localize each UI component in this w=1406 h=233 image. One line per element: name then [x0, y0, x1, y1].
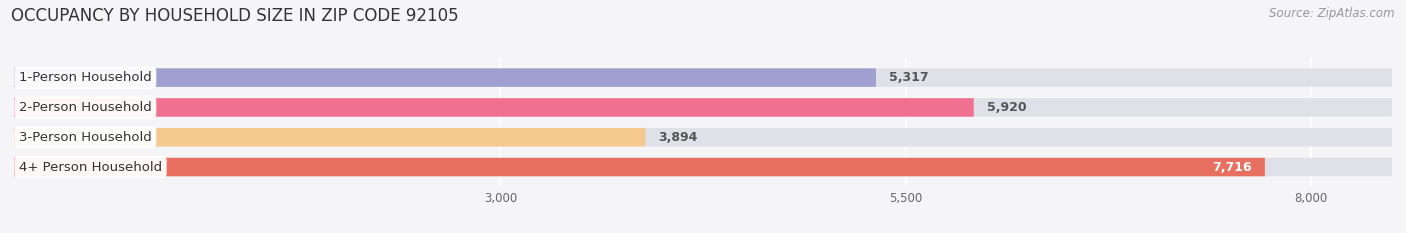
Text: 5,920: 5,920: [987, 101, 1026, 114]
Text: Source: ZipAtlas.com: Source: ZipAtlas.com: [1270, 7, 1395, 20]
FancyBboxPatch shape: [14, 68, 876, 87]
Text: 1-Person Household: 1-Person Household: [18, 71, 152, 84]
FancyBboxPatch shape: [14, 98, 974, 117]
Text: OCCUPANCY BY HOUSEHOLD SIZE IN ZIP CODE 92105: OCCUPANCY BY HOUSEHOLD SIZE IN ZIP CODE …: [11, 7, 458, 25]
Text: 3,894: 3,894: [658, 131, 697, 144]
FancyBboxPatch shape: [14, 158, 1392, 176]
Text: 2-Person Household: 2-Person Household: [18, 101, 152, 114]
FancyBboxPatch shape: [14, 98, 1392, 117]
Text: 4+ Person Household: 4+ Person Household: [18, 161, 162, 174]
Text: 5,317: 5,317: [889, 71, 928, 84]
FancyBboxPatch shape: [14, 128, 1392, 147]
Text: 7,716: 7,716: [1212, 161, 1251, 174]
FancyBboxPatch shape: [14, 128, 645, 147]
Text: 3-Person Household: 3-Person Household: [18, 131, 152, 144]
FancyBboxPatch shape: [14, 68, 1392, 87]
FancyBboxPatch shape: [14, 158, 1265, 176]
